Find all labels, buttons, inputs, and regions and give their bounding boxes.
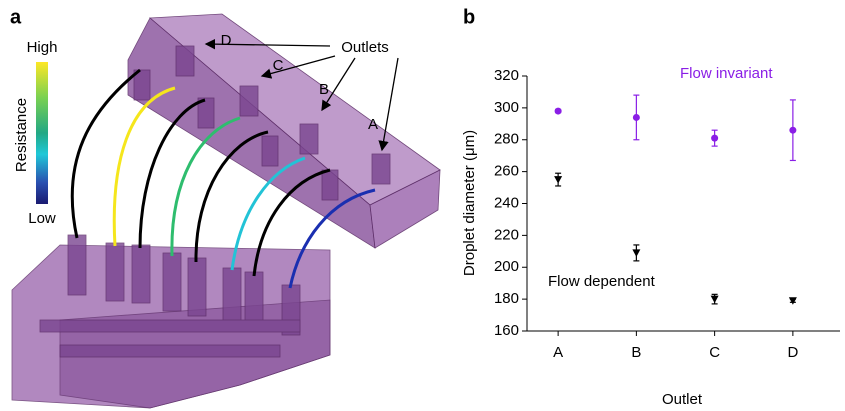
marker [788,297,797,305]
y-tick-label: 320 [494,67,519,84]
panel-label: b [463,6,475,28]
y-axis-label: Droplet diameter (μm) [461,130,478,276]
marker [554,107,562,115]
series-label: Flow dependent [548,273,656,290]
y-tick-label: 220 [494,226,519,243]
y-tick-label: 180 [494,290,519,307]
y-tick-label: 280 [494,131,519,148]
x-tick-label: B [631,344,641,361]
colorbar-title: Resistance [13,98,30,172]
panel-label: a [10,6,22,28]
y-tick-label: 260 [494,163,519,180]
y-tick-label: 240 [494,194,519,211]
y-tick-label: 160 [494,322,519,339]
outlet-letter: D [221,32,232,49]
y-tick-label: 200 [494,258,519,275]
colorbar-high: High [27,39,58,56]
marker [789,126,797,134]
marker [632,113,640,121]
outlet-arrows [204,38,399,152]
device-illustration [11,13,441,409]
outlets-label: Outlets [341,39,389,56]
colorbar [36,62,48,204]
series-label: Flow invariant [680,65,773,82]
marker [710,295,719,304]
y-tick-label: 300 [494,99,519,116]
x-tick-label: A [553,344,563,361]
outlet-letter: C [273,57,284,74]
x-tick-label: D [787,344,798,361]
x-axis-label: Outlet [662,391,703,408]
marker [632,249,641,257]
marker [711,134,719,142]
outlet-letter: B [319,81,329,98]
x-tick-label: C [709,344,720,361]
outlet-letter: A [368,116,378,133]
marker [554,176,563,184]
colorbar-low: Low [28,210,56,227]
